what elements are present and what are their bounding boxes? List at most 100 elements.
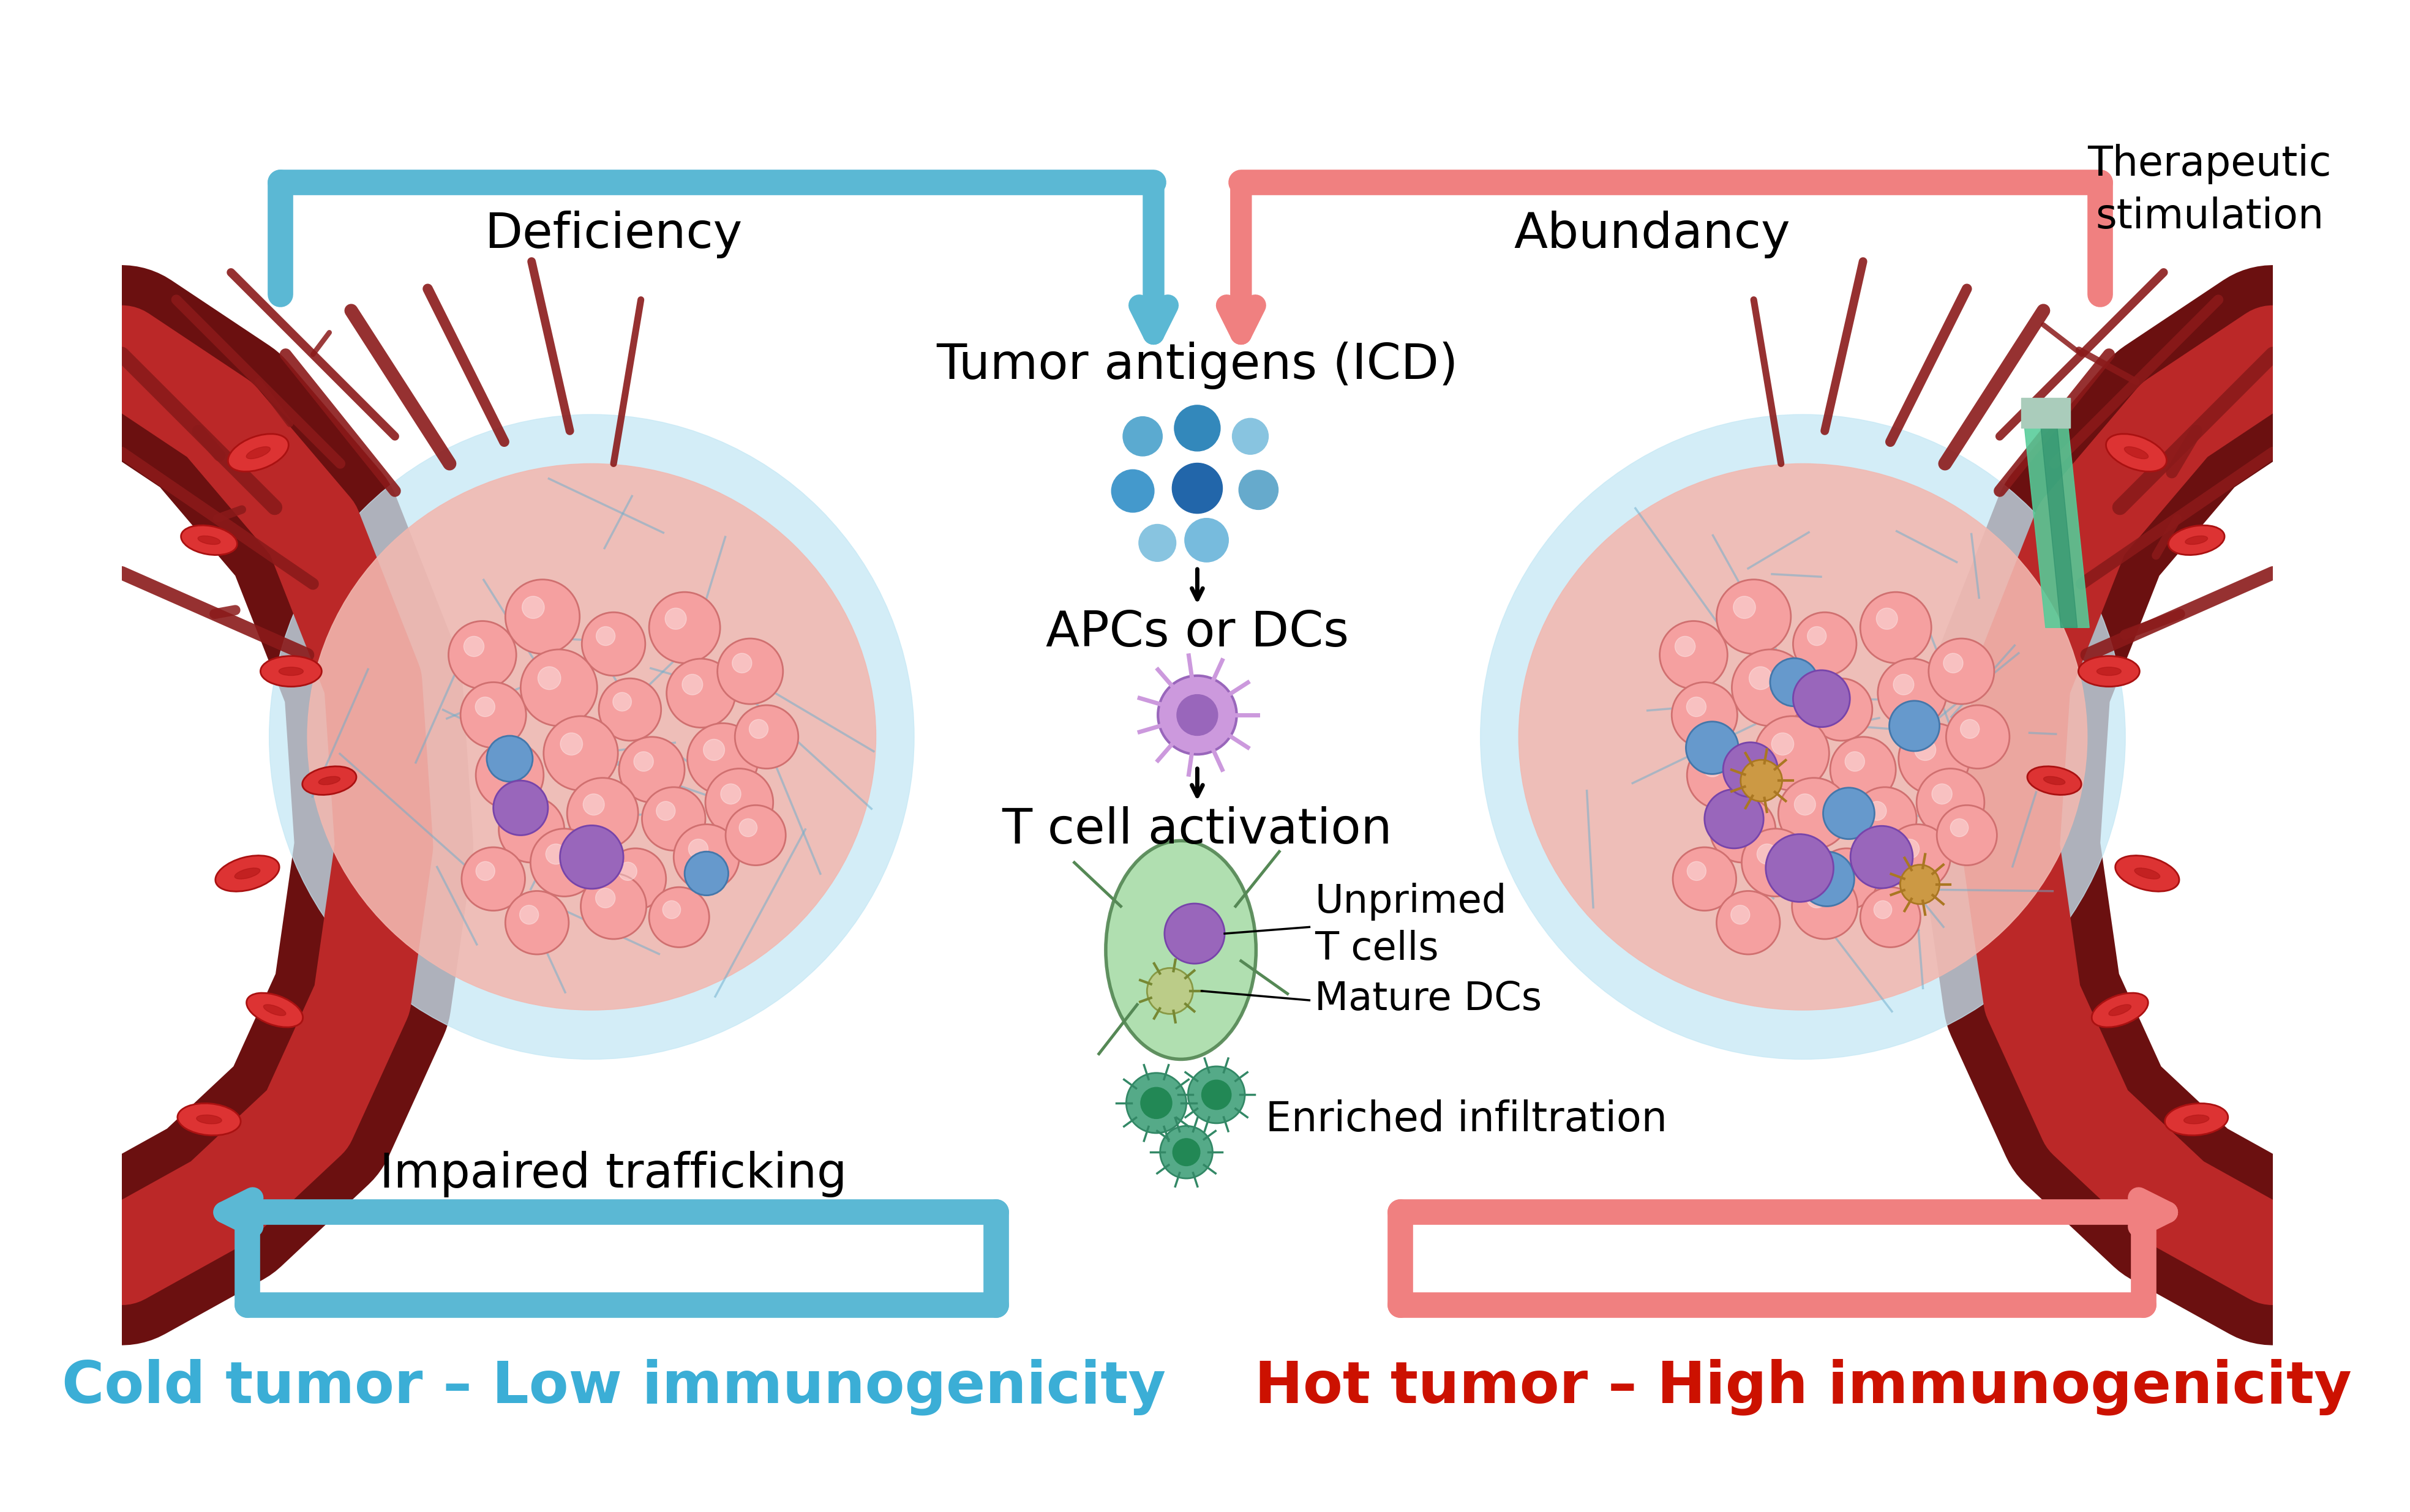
Circle shape — [1701, 756, 1723, 777]
Circle shape — [598, 679, 660, 741]
Circle shape — [706, 768, 774, 836]
Circle shape — [1889, 700, 1940, 751]
Circle shape — [725, 806, 786, 865]
Ellipse shape — [2169, 525, 2224, 555]
Circle shape — [581, 874, 646, 939]
Ellipse shape — [2186, 535, 2208, 544]
Ellipse shape — [2077, 656, 2140, 686]
Circle shape — [463, 847, 525, 910]
Circle shape — [641, 788, 706, 851]
Text: Therapeutic
stimulation: Therapeutic stimulation — [2087, 144, 2330, 237]
Circle shape — [735, 705, 798, 768]
Text: Hot tumor – High immunogenicity: Hot tumor – High immunogenicity — [1253, 1359, 2352, 1415]
Ellipse shape — [2097, 667, 2121, 676]
Circle shape — [1733, 596, 1754, 618]
Circle shape — [1480, 414, 2126, 1060]
Ellipse shape — [2106, 434, 2167, 472]
Text: Cold tumor – Low immunogenicity: Cold tumor – Low immunogenicity — [63, 1359, 1166, 1415]
Ellipse shape — [2164, 1104, 2227, 1136]
Ellipse shape — [246, 446, 270, 458]
Circle shape — [1176, 694, 1217, 735]
Ellipse shape — [263, 1004, 287, 1016]
Circle shape — [1147, 968, 1193, 1015]
Circle shape — [1174, 1139, 1200, 1166]
Circle shape — [494, 780, 547, 835]
Circle shape — [460, 682, 525, 748]
Circle shape — [1687, 697, 1706, 717]
Circle shape — [1779, 777, 1848, 848]
Circle shape — [1817, 848, 1877, 910]
Ellipse shape — [301, 767, 357, 795]
Ellipse shape — [234, 868, 260, 878]
Circle shape — [513, 812, 533, 832]
Circle shape — [663, 901, 680, 919]
Text: APCs or DCs: APCs or DCs — [1046, 609, 1350, 656]
Circle shape — [1232, 419, 1268, 455]
Ellipse shape — [198, 1114, 222, 1123]
Circle shape — [1793, 612, 1856, 676]
Ellipse shape — [181, 525, 236, 555]
Circle shape — [1793, 670, 1851, 727]
Circle shape — [1203, 1080, 1232, 1110]
Text: Enriched infiltration: Enriched infiltration — [1265, 1099, 1668, 1140]
Circle shape — [537, 667, 562, 689]
Circle shape — [1938, 806, 1998, 865]
Circle shape — [1899, 839, 1918, 859]
Circle shape — [656, 801, 675, 821]
Circle shape — [1742, 829, 1810, 897]
Ellipse shape — [246, 993, 304, 1027]
Circle shape — [1877, 659, 1947, 727]
Circle shape — [583, 794, 605, 815]
Circle shape — [559, 826, 624, 889]
Ellipse shape — [198, 535, 219, 544]
Circle shape — [1754, 717, 1829, 791]
Circle shape — [1111, 470, 1154, 513]
Circle shape — [1899, 865, 1940, 904]
Ellipse shape — [1106, 841, 1256, 1060]
Circle shape — [721, 783, 740, 804]
Circle shape — [1687, 862, 1706, 880]
Ellipse shape — [214, 856, 280, 892]
Circle shape — [1673, 682, 1738, 748]
Circle shape — [665, 608, 687, 629]
Circle shape — [740, 818, 757, 836]
Circle shape — [1687, 741, 1754, 809]
Circle shape — [1846, 751, 1865, 771]
Circle shape — [648, 593, 721, 664]
Circle shape — [530, 829, 598, 897]
Ellipse shape — [260, 656, 321, 686]
Bar — [2022, 398, 2070, 428]
Circle shape — [619, 862, 636, 880]
Ellipse shape — [2109, 1004, 2130, 1016]
Circle shape — [1914, 739, 1935, 761]
Circle shape — [1933, 783, 1952, 804]
Circle shape — [506, 891, 569, 954]
Ellipse shape — [2092, 993, 2147, 1027]
Circle shape — [1829, 736, 1897, 803]
Text: Unprimed
T cells: Unprimed T cells — [1316, 883, 1506, 968]
Ellipse shape — [308, 464, 875, 1010]
Circle shape — [475, 741, 545, 809]
Circle shape — [1675, 637, 1694, 656]
Text: Tumor antigens (ICD): Tumor antigens (ICD) — [937, 342, 1458, 389]
Circle shape — [463, 637, 484, 656]
Circle shape — [668, 659, 735, 727]
Circle shape — [595, 888, 615, 907]
Text: Abundancy: Abundancy — [1513, 210, 1791, 259]
Circle shape — [1808, 888, 1827, 907]
Circle shape — [1950, 818, 1969, 836]
Circle shape — [1861, 888, 1921, 947]
Ellipse shape — [318, 777, 340, 785]
Polygon shape — [2041, 420, 2077, 627]
Circle shape — [1140, 1087, 1171, 1119]
Circle shape — [1769, 658, 1817, 706]
Circle shape — [619, 736, 684, 803]
Ellipse shape — [2123, 446, 2147, 458]
Circle shape — [1673, 847, 1735, 910]
Circle shape — [492, 756, 511, 777]
Circle shape — [1157, 676, 1236, 754]
Circle shape — [750, 720, 769, 738]
Circle shape — [521, 906, 537, 924]
Circle shape — [704, 739, 725, 761]
Circle shape — [1810, 679, 1873, 741]
